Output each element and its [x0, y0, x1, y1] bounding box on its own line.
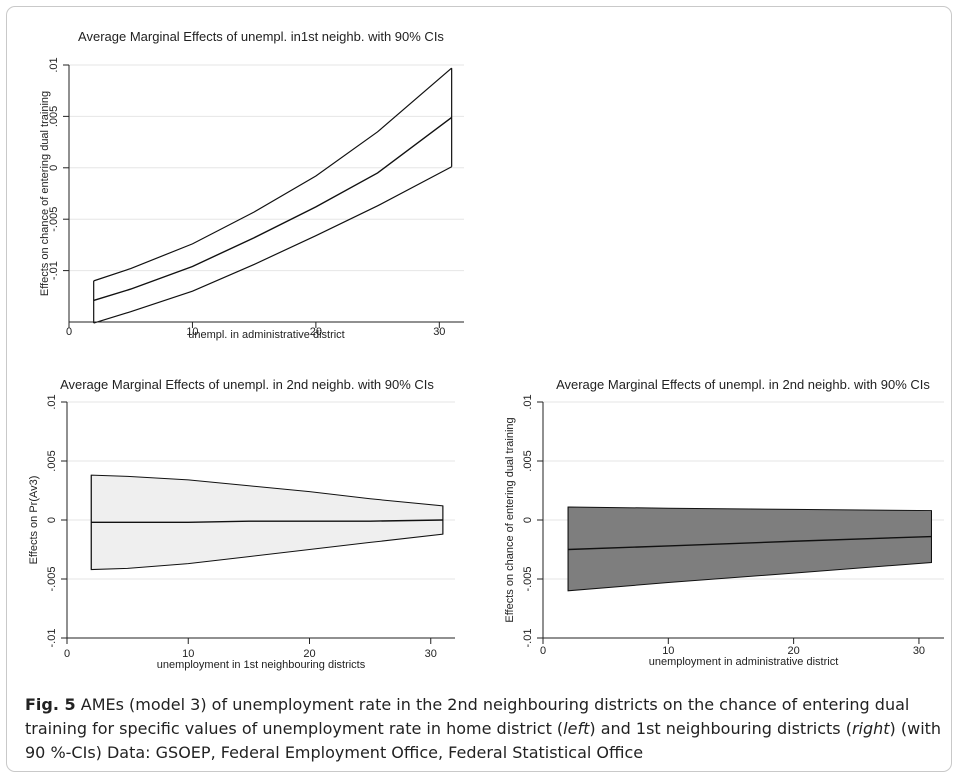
y-tick-label: 0	[522, 517, 534, 523]
x-tick-label: 0	[540, 645, 546, 657]
x-axis-label: unemployment in administrative district	[649, 656, 839, 668]
chart-title: Average Marginal Effects of unempl. in 2…	[556, 377, 930, 392]
x-tick-label: 20	[788, 645, 800, 657]
y-tick-label: 0	[46, 517, 58, 523]
ci-band	[90, 474, 444, 571]
y-tick-label: -.005	[48, 207, 60, 232]
caption-left: left	[563, 719, 590, 738]
x-tick-label: 0	[66, 326, 72, 338]
y-tick-label: -.01	[46, 629, 58, 648]
y-tick-label: .005	[522, 450, 534, 471]
ame-estimate-line	[91, 519, 443, 524]
ci-band	[567, 506, 932, 592]
y-tick-label: .005	[46, 450, 58, 471]
x-tick-label: 10	[186, 326, 198, 338]
figure-frame: -.01 -.005 0 .005 .01 0 10 20 30 Average Marginal…	[6, 6, 952, 772]
x-tick-label: 20	[310, 326, 322, 338]
y-axis-label: Effects on Pr(Av3)	[28, 476, 40, 565]
y-tick-label: -.005	[46, 566, 58, 591]
x-tick-label: 30	[425, 648, 437, 660]
ci-lower-line	[93, 166, 452, 324]
y-tick-label: .01	[48, 57, 60, 72]
y-tick-label: -.005	[522, 566, 534, 591]
ame-estimate-line	[93, 116, 453, 302]
x-tick-label: 30	[913, 645, 925, 657]
x-axis-label: unemployment in 1st neighbouring distric…	[157, 659, 366, 671]
x-tick-label: 10	[662, 645, 674, 657]
y-tick-label: 0	[48, 165, 60, 171]
caption-text-2: ) and 1st neighbouring districts (	[589, 719, 852, 738]
caption-text-3: ) (with 90 %-CIs) Data: GSOEP, Federal E…	[25, 719, 942, 762]
y-axis-label: Effects on chance of entering dual train…	[39, 91, 51, 296]
y-tick-label: .005	[48, 106, 60, 127]
chart-title: Average Marginal Effects of unempl. in1s…	[78, 29, 444, 44]
x-tick-label: 10	[182, 648, 194, 660]
x-tick-label: 30	[433, 326, 445, 338]
caption-fig-label: Fig. 5	[25, 695, 76, 714]
chart-title: Average Marginal Effects of unempl. in 2…	[60, 377, 434, 392]
caption-text-1: AMEs (model 3) of unemployment rate in t…	[25, 695, 910, 738]
y-tick-label: .01	[46, 394, 58, 409]
ci-upper-line	[93, 67, 453, 282]
chart-bottom-right-ame-2nd-neighb: -.01 -.005 0 .005 .01 0 10 20 30 Average Marginal…	[504, 377, 944, 668]
chart-top-ame-1st-neighb: -.01 -.005 0 .005 .01 0 10 20 30 Average Marginal…	[39, 29, 464, 341]
y-axis-label: Effects on chance of entering dual train…	[504, 417, 516, 622]
x-tick-label: 0	[64, 648, 70, 660]
x-tick-label: 20	[303, 648, 315, 660]
x-axis-label: unempl. in administrative district	[188, 329, 345, 341]
y-tick-label: -.01	[522, 629, 534, 648]
chart-bottom-left-ame-2nd-neighb: -.01 -.005 0 .005 .01 0 10 20 30 Average Marginal…	[28, 377, 455, 671]
figure-caption: Fig. 5 AMEs (model 3) of unemployment ra…	[25, 693, 950, 765]
caption-right: right	[851, 719, 890, 738]
y-tick-label: .01	[522, 394, 534, 409]
ame-estimate-line	[568, 535, 932, 551]
y-tick-label: -.01	[48, 261, 60, 280]
